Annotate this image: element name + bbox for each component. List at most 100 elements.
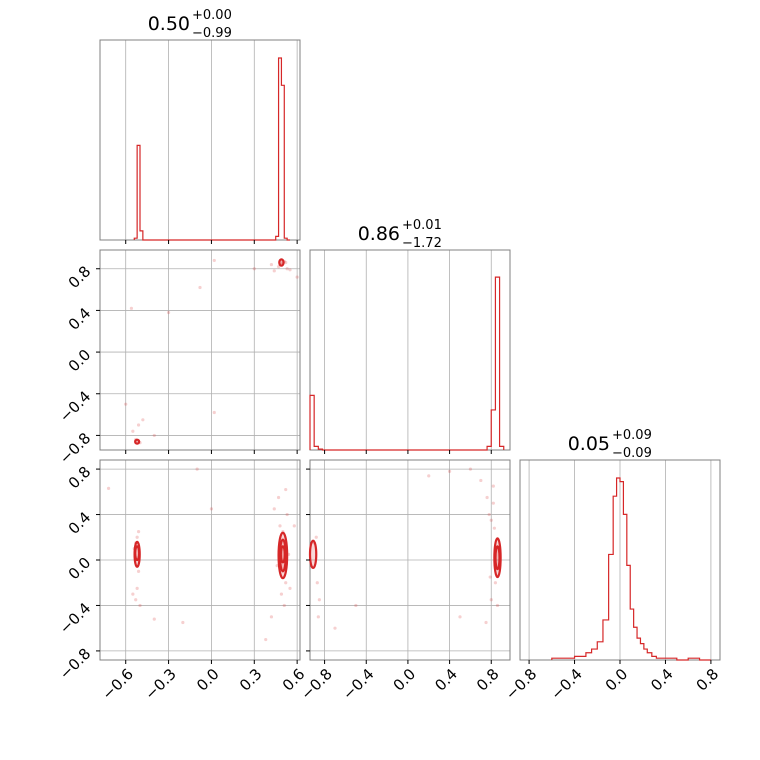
param-0-title-plus: +0.00 <box>192 8 232 23</box>
param-1-title-plus: +0.01 <box>402 218 442 233</box>
pair-2-point-0 <box>314 535 318 539</box>
pair-1-point-21 <box>152 617 156 621</box>
pair-1-point-16 <box>284 487 288 492</box>
pair-1-point-7 <box>136 529 141 534</box>
pair-0-contour-1 <box>134 438 141 445</box>
pair-1-point-19 <box>269 615 274 619</box>
pair-2-point-4 <box>316 615 320 619</box>
pair-2-point-21 <box>491 484 495 488</box>
ylabel-param-2-4: 0.8 <box>65 463 95 493</box>
pair-2-point-20 <box>354 603 358 608</box>
hist-1-frame <box>309 249 511 451</box>
pair-1-point-5 <box>138 603 142 608</box>
pair-1-point-25 <box>106 486 111 491</box>
pair-0-point-0 <box>279 260 284 265</box>
pair-1-point-20 <box>264 637 268 642</box>
pair-1-point-8 <box>131 592 135 596</box>
pair-1-contour-1 <box>133 540 141 568</box>
pair-1-point-0 <box>135 535 139 539</box>
pair-1-point-12 <box>279 592 284 596</box>
pair-1-point-18 <box>288 586 292 591</box>
pair-2-contour-1 <box>494 545 501 571</box>
pair-0-point-6 <box>285 267 289 271</box>
ylabel-param-1-0: −0.8 <box>56 429 94 467</box>
ylabel-param-2-1: −0.4 <box>56 599 94 637</box>
ylabel-param-1-3: 0.4 <box>65 304 95 334</box>
pair-2-point-11 <box>495 603 500 608</box>
pair-2-point-5 <box>489 518 493 522</box>
pair-0-point-21 <box>212 410 216 415</box>
xlabel-param-0-2: 0.0 <box>193 665 223 695</box>
xlabel-param-2-2: 0.0 <box>602 665 632 695</box>
pair-0-point-17 <box>129 306 134 310</box>
pair-0-frame <box>99 249 301 451</box>
ylabel-param-1-1: −0.4 <box>56 387 94 425</box>
pair-1-point-26 <box>292 524 296 528</box>
xlabel-param-1-1: −0.4 <box>339 665 377 703</box>
param-1-title-median: 0.86 <box>358 223 400 245</box>
xlabel-param-1-4: 0.8 <box>473 665 503 695</box>
pair-1-contour-4 <box>277 531 289 580</box>
xlabel-param-0-0: −0.6 <box>99 665 137 703</box>
pair-0-point-4 <box>284 260 288 265</box>
param-2-title-plus: +0.09 <box>612 428 652 443</box>
hist-2-steps <box>551 477 711 661</box>
pair-2-point-17 <box>458 615 462 619</box>
ylabel-param-2-3: 0.4 <box>65 508 95 538</box>
pair-2-point-12 <box>485 495 489 500</box>
pair-1-point-17 <box>272 507 276 511</box>
xlabel-param-1-3: 0.4 <box>431 665 461 695</box>
pair-1-point-23 <box>209 507 214 511</box>
pair-2-point-8 <box>493 581 498 585</box>
pair-1-point-22 <box>181 620 185 625</box>
pair-2-point-14 <box>468 467 473 471</box>
xlabel-param-2-1: −0.4 <box>547 665 585 703</box>
pair-0-point-19 <box>198 285 202 290</box>
pair-1-point-14 <box>285 512 289 517</box>
xlabel-param-2-4: 0.8 <box>693 665 723 695</box>
pair-1-point-9 <box>278 524 282 528</box>
pair-1-point-2 <box>136 569 141 573</box>
pair-0-point-15 <box>141 418 145 422</box>
ylabel-param-1-4: 0.8 <box>65 262 95 292</box>
pair-0-point-9 <box>272 269 276 273</box>
pair-0-point-14 <box>136 423 141 427</box>
hist-1-steps <box>309 276 505 451</box>
pair-2-contour-2 <box>493 537 502 579</box>
ylabel-param-2-2: 0.0 <box>65 554 95 584</box>
pair-1-point-11 <box>284 581 288 585</box>
pair-2-point-19 <box>333 626 337 630</box>
pair-1-contour-3 <box>278 538 287 573</box>
pair-1-point-13 <box>282 603 286 608</box>
pair-0-point-22 <box>152 433 156 438</box>
pair-2-point-18 <box>484 620 488 625</box>
ylabel-param-1-2: 0.0 <box>65 346 95 376</box>
pair-1-point-15 <box>276 495 281 500</box>
pair-0-point-7 <box>269 262 274 267</box>
param-0-title-median: 0.50 <box>148 13 190 35</box>
pair-2-point-16 <box>427 474 431 478</box>
param-0-title-minus: −0.99 <box>192 26 232 41</box>
pair-2-contour-0 <box>308 539 318 570</box>
xlabel-param-0-3: 0.3 <box>236 665 266 695</box>
pair-1-point-4 <box>134 598 138 602</box>
ylabel-param-2-0: −0.8 <box>56 645 94 683</box>
pair-2-point-1 <box>315 581 319 585</box>
pair-2-point-10 <box>492 526 496 530</box>
pair-0-contour-0 <box>278 258 285 267</box>
xlabel-param-1-2: 0.0 <box>390 665 420 695</box>
pair-2-point-13 <box>479 478 483 483</box>
xlabel-param-2-3: 0.4 <box>647 665 677 695</box>
xlabel-param-1-0: −0.8 <box>297 665 335 703</box>
hist-0-steps <box>133 57 290 241</box>
param-1-title-minus: −1.72 <box>402 236 442 251</box>
pair-1-point-3 <box>135 586 139 591</box>
param-2-title-minus: −0.09 <box>612 446 652 461</box>
pair-0-point-18 <box>166 310 171 315</box>
pair-1-point-24 <box>195 467 199 471</box>
pair-2-point-15 <box>447 469 452 473</box>
pair-2-point-6 <box>491 501 495 505</box>
xlabel-param-2-0: −0.8 <box>502 665 540 703</box>
pair-0-point-20 <box>212 258 216 263</box>
